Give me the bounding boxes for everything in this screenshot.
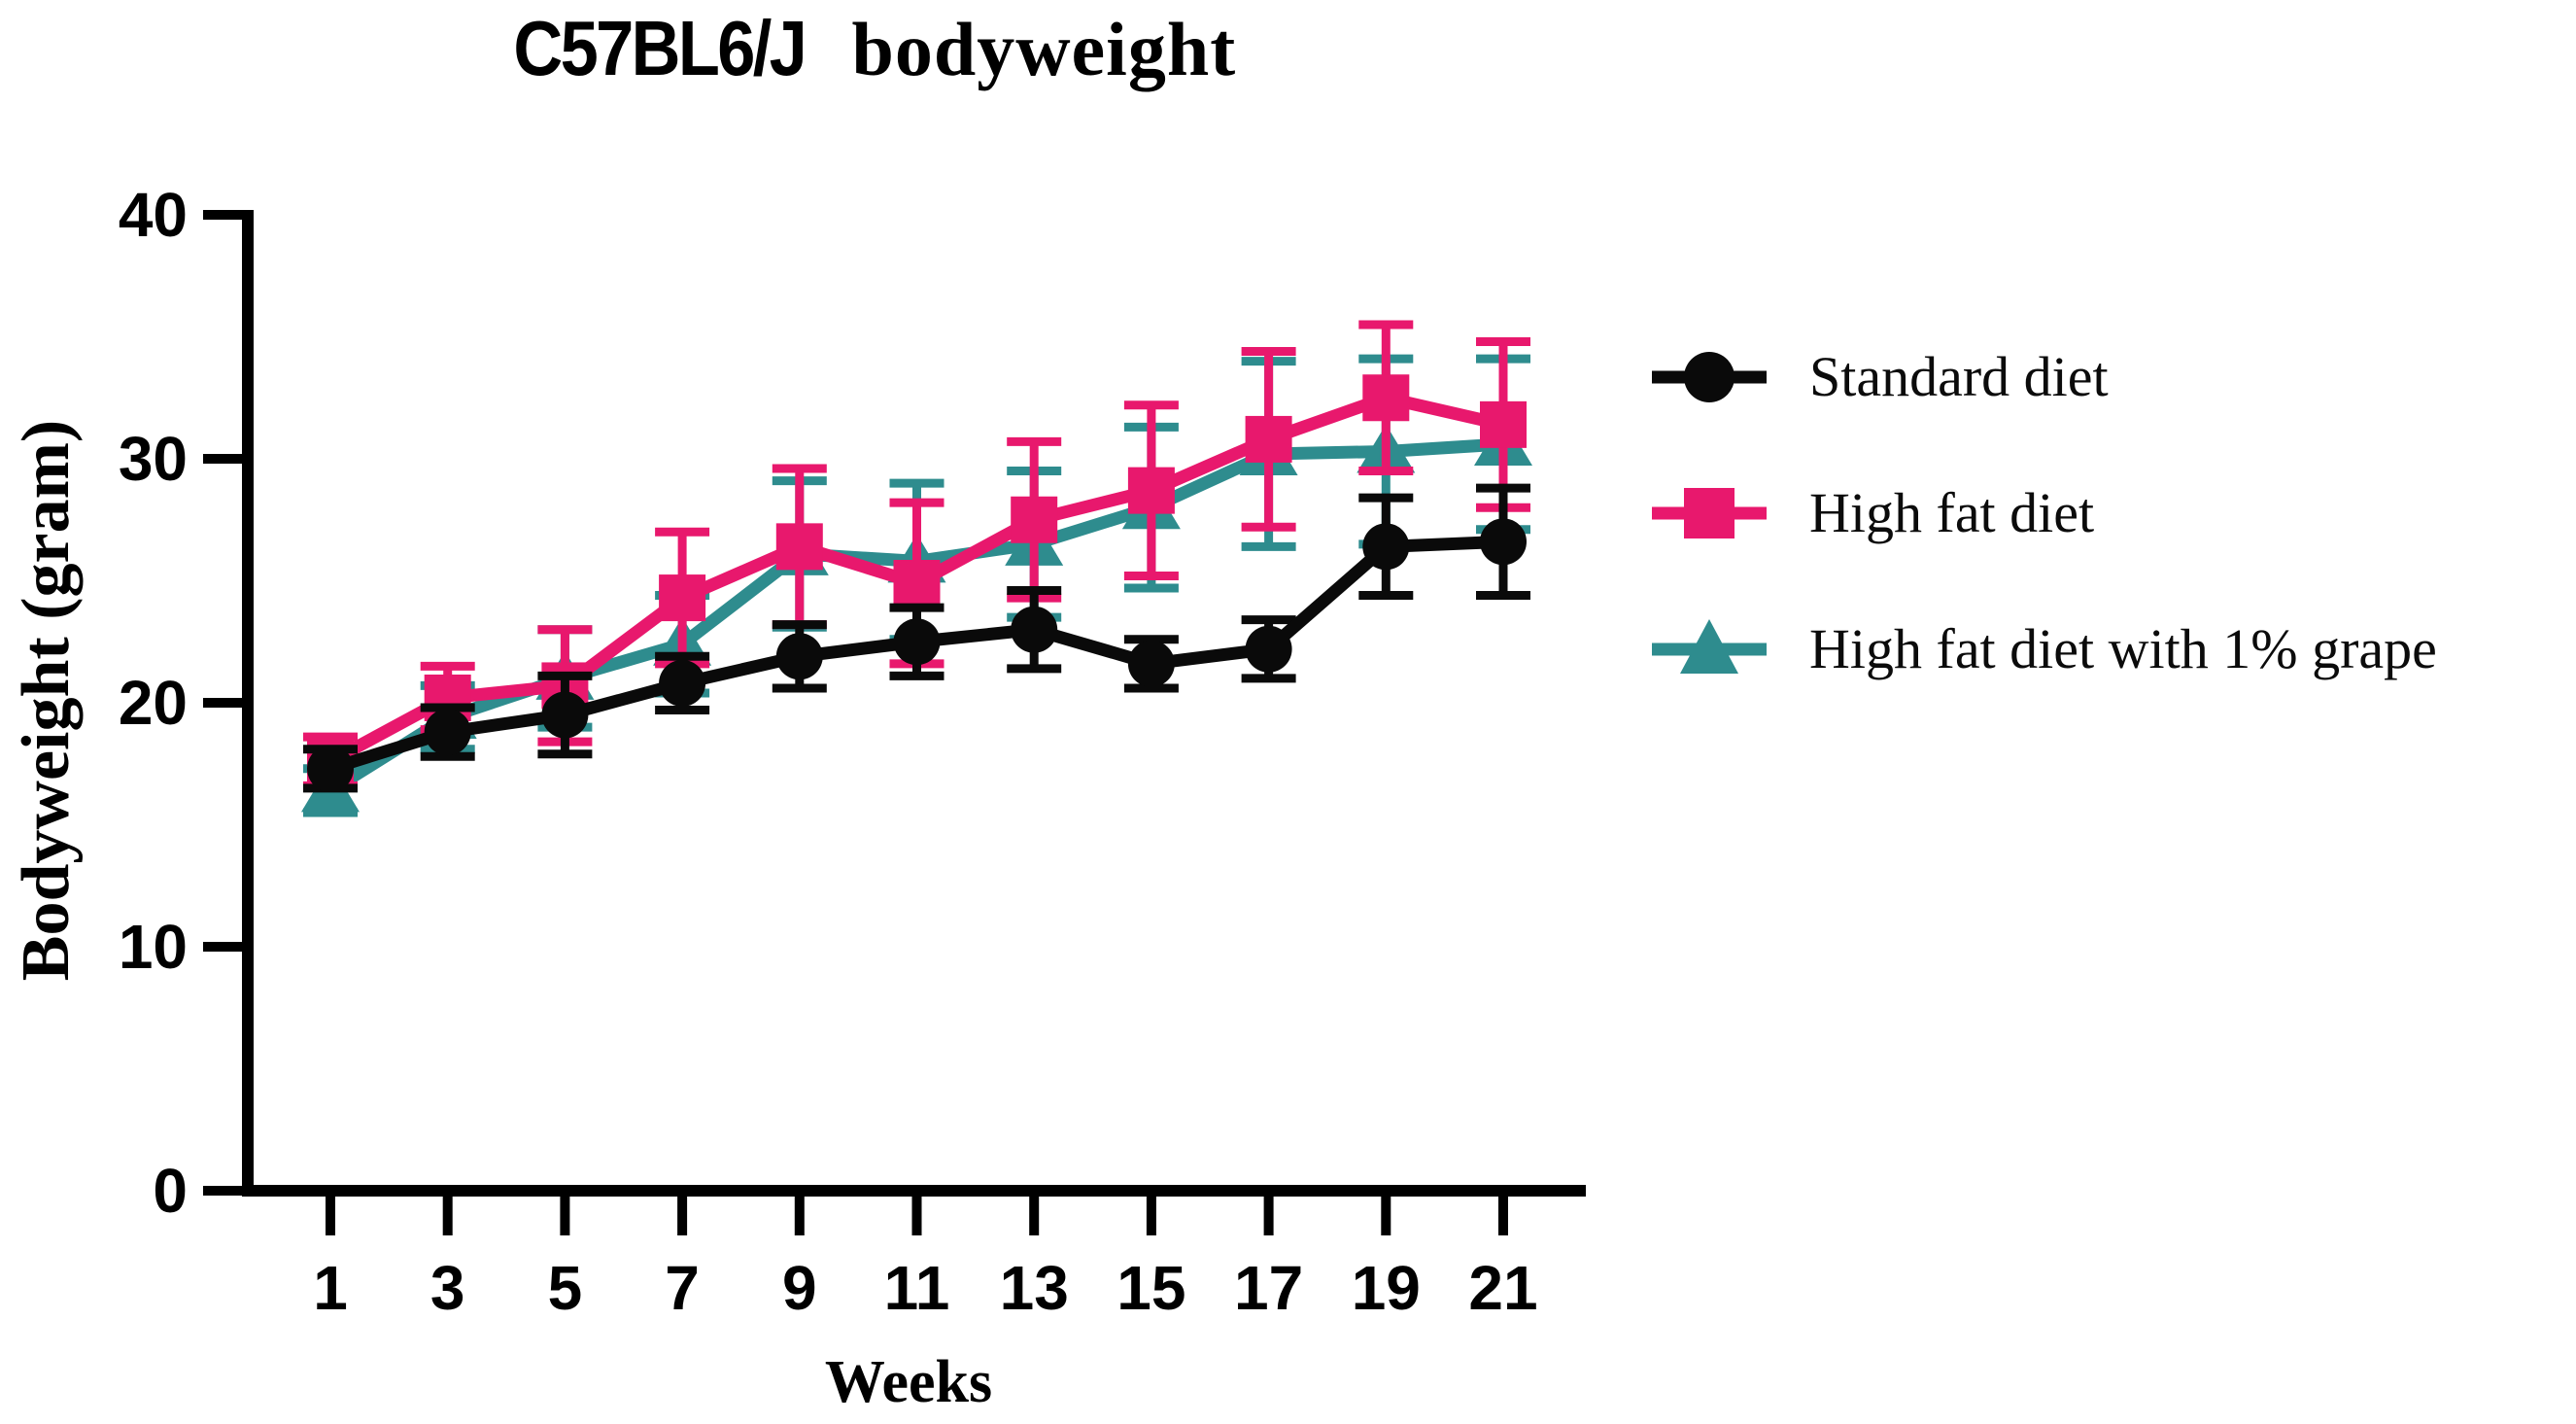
legend-item-high-fat-diet: High fat diet	[1644, 445, 2567, 581]
data-point-circle	[1362, 523, 1410, 571]
data-point-circle	[1480, 518, 1527, 566]
x-tick-label: 15	[1116, 1253, 1185, 1323]
data-point-circle	[775, 633, 823, 680]
data-point-circle	[1245, 625, 1292, 673]
x-tick-label: 9	[782, 1253, 817, 1323]
x-tick-label: 17	[1234, 1253, 1303, 1323]
square-marker-icon	[1684, 488, 1735, 538]
chart-title-part2: bodyweight	[851, 7, 1237, 91]
data-point-square	[893, 560, 941, 608]
y-tick-label: 10	[119, 912, 188, 982]
data-point-circle	[307, 745, 354, 792]
x-tick-label: 3	[430, 1253, 465, 1323]
y-tick-label: 20	[119, 668, 188, 738]
legend-label: Standard diet	[1809, 345, 2109, 409]
x-tick-label: 1	[313, 1253, 348, 1323]
legend-item-standard-diet: Standard diet	[1644, 309, 2567, 445]
x-tick-label: 7	[665, 1253, 700, 1323]
legend: Standard diet High fat diet High fat diet …	[1644, 309, 2567, 717]
data-point-circle	[1127, 640, 1175, 687]
data-point-square	[1127, 467, 1175, 514]
circle-marker-icon	[1684, 352, 1735, 402]
x-tick-label: 21	[1468, 1253, 1537, 1323]
data-point-circle	[893, 618, 941, 666]
data-point-square	[659, 574, 706, 622]
legend-label: High fat diet	[1809, 481, 2095, 545]
x-axis-label: Weeks	[825, 1349, 992, 1415]
data-point-circle	[424, 709, 471, 756]
triangle-marker-icon	[1680, 619, 1738, 674]
x-tick-label: 11	[884, 1253, 950, 1323]
high-fat-diet-legend-marker-icon	[1652, 488, 1767, 538]
y-tick-label: 0	[153, 1156, 188, 1226]
data-point-square	[1480, 400, 1527, 448]
legend-label: High fat diet with 1% grape	[1809, 617, 2437, 681]
data-point-circle	[1011, 606, 1058, 653]
series-standard-diet	[303, 483, 1530, 793]
y-tick-label: 30	[119, 424, 188, 494]
legend-item-high-fat-diet-with-1-percent-grape: High fat diet with 1% grape	[1644, 581, 2567, 717]
y-tick-label: 40	[119, 180, 188, 250]
data-point-square	[775, 523, 823, 571]
standard-diet-legend-marker-icon	[1652, 352, 1767, 402]
data-point-square	[1011, 496, 1058, 543]
y-axis-label: Bodyweight (gram)	[9, 420, 84, 981]
data-point-circle	[541, 691, 589, 739]
series-high-fat-diet	[303, 320, 1530, 790]
chart-title-part1: C57BL6/J	[513, 5, 807, 91]
x-tick-label: 5	[548, 1253, 583, 1323]
x-tick-label: 19	[1352, 1253, 1421, 1323]
data-point-circle	[659, 659, 706, 707]
data-point-square	[1245, 415, 1292, 463]
high-fat-diet-with-1-percent-grape-legend-marker-icon	[1652, 619, 1767, 674]
x-tick-label: 13	[1000, 1253, 1069, 1323]
chart-title: C57BL6/J bodyweight	[408, 4, 1322, 93]
data-point-square	[1362, 374, 1410, 422]
